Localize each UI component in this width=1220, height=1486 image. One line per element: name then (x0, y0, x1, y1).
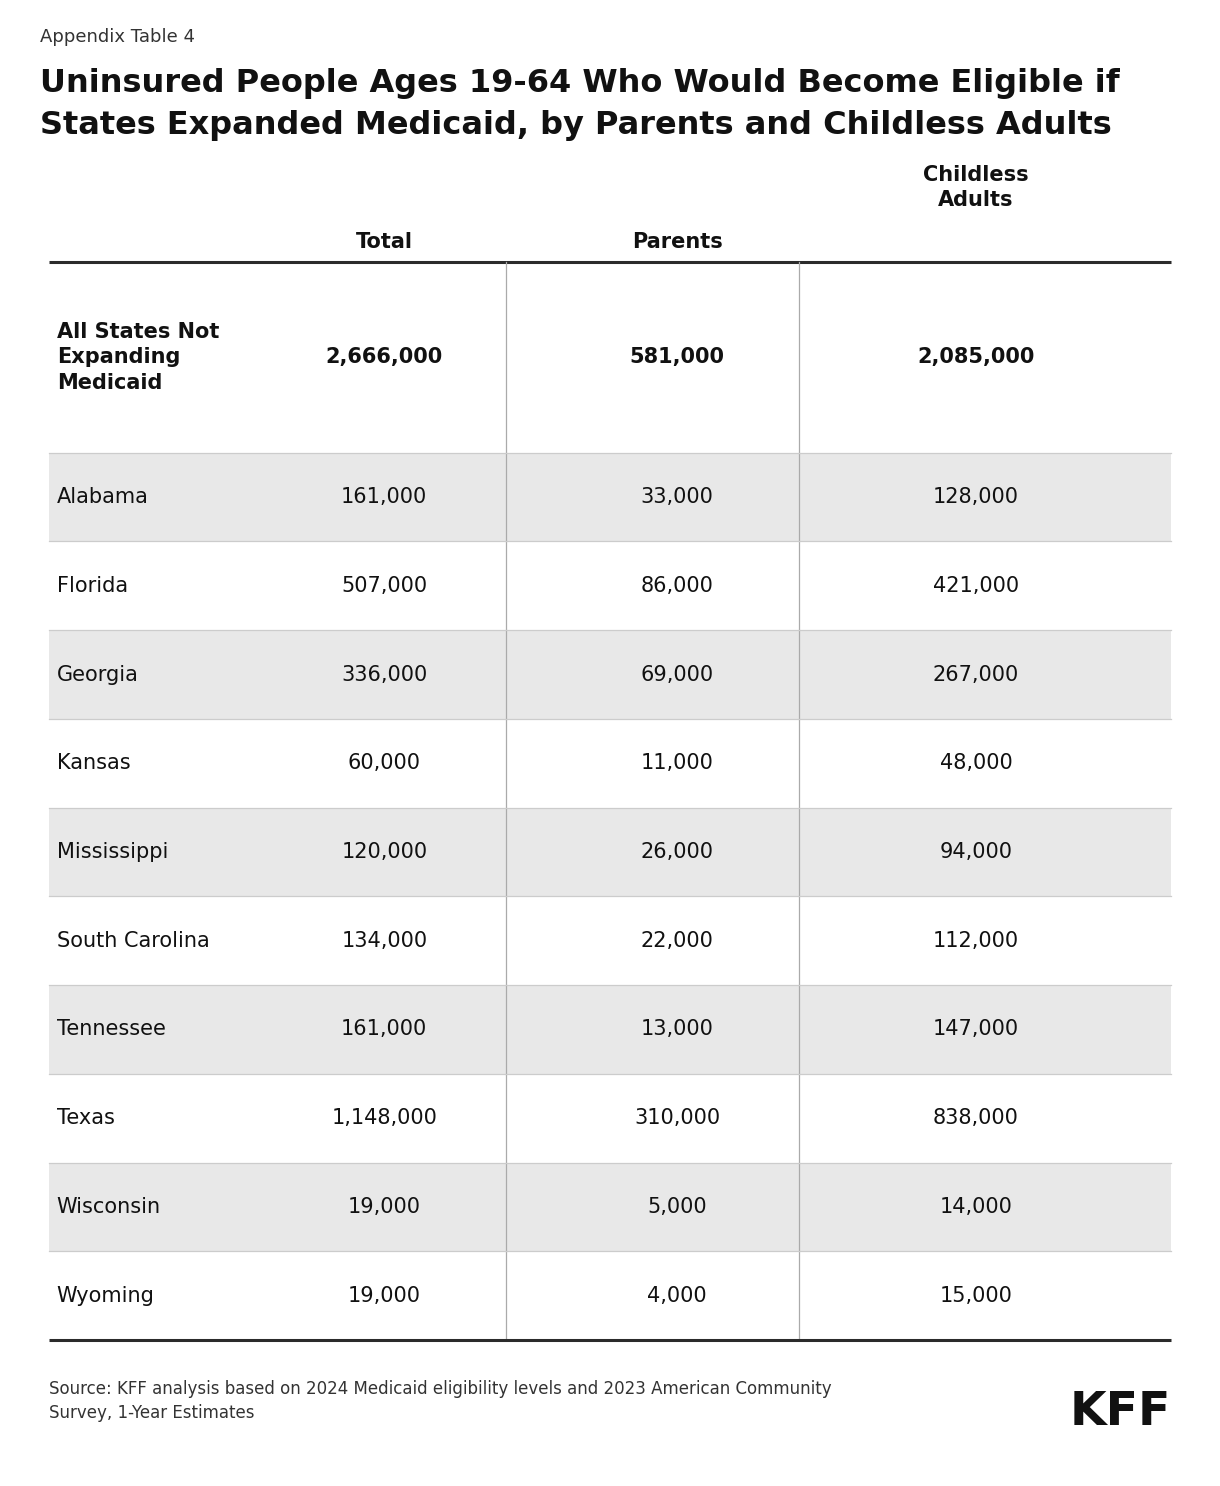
Text: 2,666,000: 2,666,000 (326, 348, 443, 367)
Text: 134,000: 134,000 (342, 930, 427, 951)
Text: South Carolina: South Carolina (57, 930, 210, 951)
Text: Childless
Adults: Childless Adults (924, 165, 1028, 210)
Text: 48,000: 48,000 (939, 753, 1013, 773)
Text: Kansas: Kansas (57, 753, 131, 773)
Bar (49, 719, 1171, 808)
Text: 1,148,000: 1,148,000 (332, 1109, 437, 1128)
Text: 112,000: 112,000 (933, 930, 1019, 951)
Text: 838,000: 838,000 (933, 1109, 1019, 1128)
Text: 128,000: 128,000 (933, 487, 1019, 507)
Text: Appendix Table 4: Appendix Table 4 (40, 28, 195, 46)
Text: 33,000: 33,000 (640, 487, 714, 507)
Text: 120,000: 120,000 (342, 843, 427, 862)
Bar (49, 1162, 1171, 1251)
Text: 5,000: 5,000 (648, 1196, 706, 1217)
Text: 13,000: 13,000 (640, 1019, 714, 1040)
Text: 22,000: 22,000 (640, 930, 714, 951)
Text: Source: KFF analysis based on 2024 Medicaid eligibility levels and 2023 American: Source: KFF analysis based on 2024 Medic… (49, 1380, 831, 1422)
Text: Wisconsin: Wisconsin (57, 1196, 161, 1217)
Bar (49, 1074, 1171, 1162)
Text: 60,000: 60,000 (348, 753, 421, 773)
Text: Texas: Texas (57, 1109, 115, 1128)
Text: 421,000: 421,000 (933, 577, 1019, 596)
Text: All States Not
Expanding
Medicaid: All States Not Expanding Medicaid (57, 322, 220, 392)
Bar (49, 453, 1171, 541)
Text: 14,000: 14,000 (939, 1196, 1013, 1217)
Text: 147,000: 147,000 (933, 1019, 1019, 1040)
Text: 69,000: 69,000 (640, 664, 714, 685)
Bar (49, 808, 1171, 896)
Text: Alabama: Alabama (57, 487, 149, 507)
Text: 581,000: 581,000 (630, 348, 725, 367)
Bar (49, 896, 1171, 985)
Bar (49, 1251, 1171, 1340)
Text: Wyoming: Wyoming (57, 1285, 155, 1306)
Bar (49, 262, 1171, 453)
Bar (49, 630, 1171, 719)
Text: 11,000: 11,000 (640, 753, 714, 773)
Text: Florida: Florida (57, 577, 128, 596)
Text: 310,000: 310,000 (634, 1109, 720, 1128)
Text: 507,000: 507,000 (342, 577, 427, 596)
Text: 336,000: 336,000 (342, 664, 427, 685)
Text: Total: Total (356, 232, 412, 253)
Text: 161,000: 161,000 (342, 1019, 427, 1040)
Text: Mississippi: Mississippi (57, 843, 168, 862)
Text: 19,000: 19,000 (348, 1285, 421, 1306)
Text: 19,000: 19,000 (348, 1196, 421, 1217)
Text: Georgia: Georgia (57, 664, 139, 685)
Text: KFF: KFF (1070, 1389, 1171, 1435)
Text: 267,000: 267,000 (933, 664, 1019, 685)
Text: Tennessee: Tennessee (57, 1019, 166, 1040)
Bar (49, 985, 1171, 1074)
Text: States Expanded Medicaid, by Parents and Childless Adults: States Expanded Medicaid, by Parents and… (40, 110, 1111, 141)
Text: Uninsured People Ages 19-64 Who Would Become Eligible if: Uninsured People Ages 19-64 Who Would Be… (40, 68, 1120, 100)
Text: 4,000: 4,000 (648, 1285, 706, 1306)
Text: 15,000: 15,000 (939, 1285, 1013, 1306)
Text: 26,000: 26,000 (640, 843, 714, 862)
Bar (49, 541, 1171, 630)
Text: 2,085,000: 2,085,000 (917, 348, 1035, 367)
Text: 161,000: 161,000 (342, 487, 427, 507)
Text: 94,000: 94,000 (939, 843, 1013, 862)
Text: 86,000: 86,000 (640, 577, 714, 596)
Text: Parents: Parents (632, 232, 722, 253)
